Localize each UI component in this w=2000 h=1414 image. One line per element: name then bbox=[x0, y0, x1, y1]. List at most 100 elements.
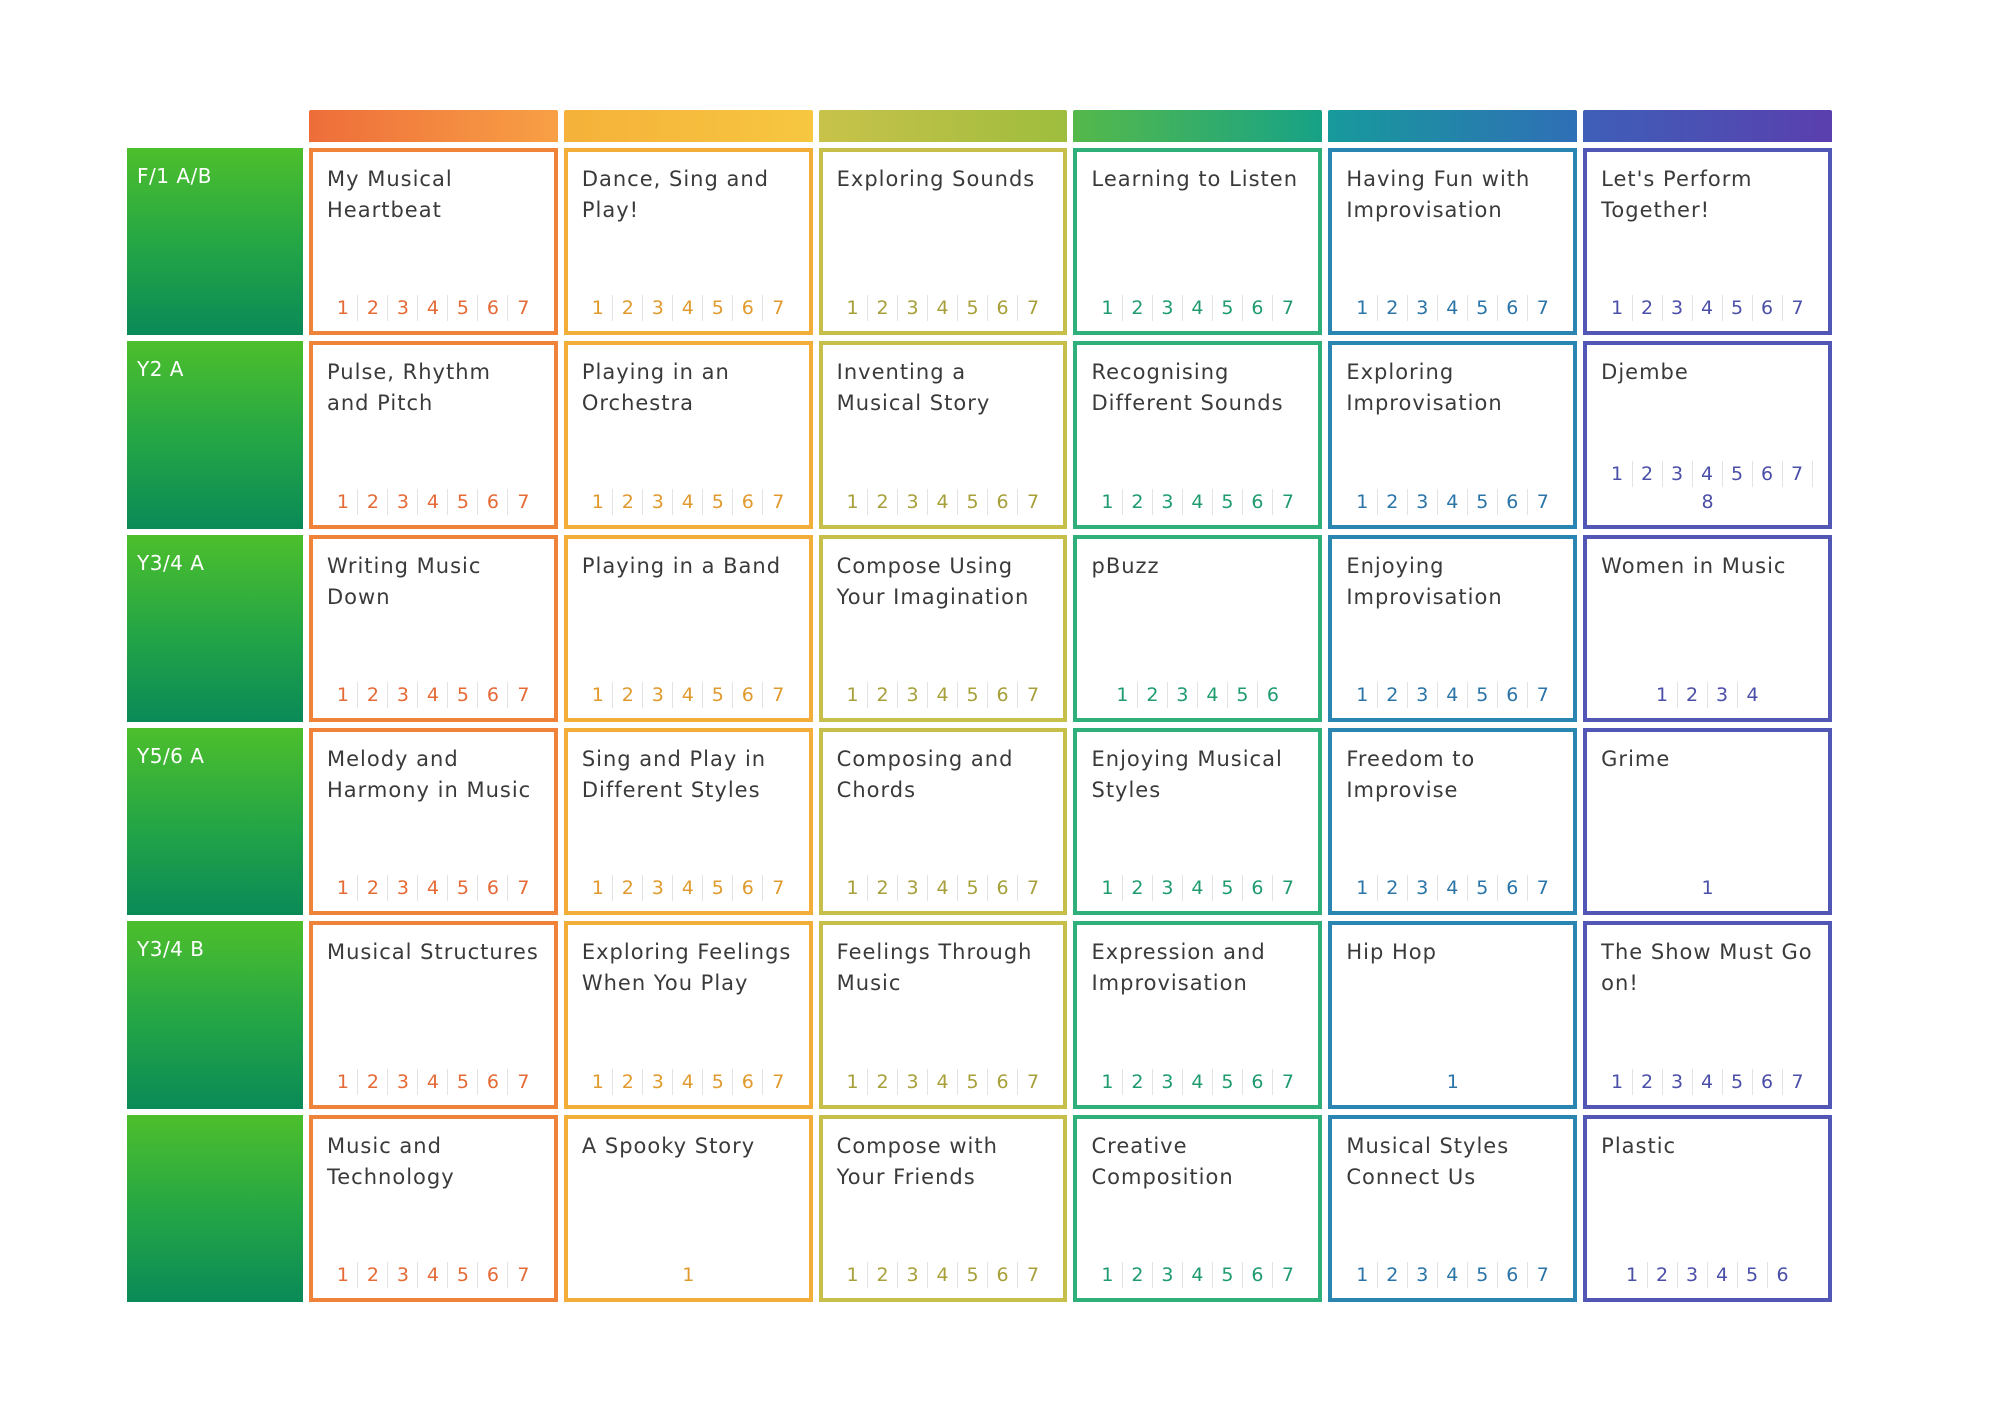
lesson-step[interactable]: 1 bbox=[328, 681, 359, 708]
lesson-step[interactable]: 6 bbox=[733, 1068, 764, 1095]
lesson-step[interactable]: 5 bbox=[703, 681, 734, 708]
lesson-step[interactable]: 4 bbox=[1438, 488, 1468, 515]
lesson-step[interactable]: 2 bbox=[1648, 1261, 1678, 1288]
lesson-step[interactable]: 1 bbox=[328, 1068, 359, 1095]
lesson-step[interactable]: 4 bbox=[673, 295, 704, 322]
unit-card[interactable]: Feelings Through Music 1 2 3 4 5 6 7 bbox=[818, 921, 1068, 1109]
lesson-step[interactable]: 7 bbox=[517, 1070, 530, 1093]
lesson-step[interactable]: 4 bbox=[1438, 1261, 1468, 1288]
lesson-step[interactable]: 1 bbox=[838, 488, 869, 515]
lesson-step[interactable]: 5 bbox=[1468, 681, 1498, 708]
lesson-step[interactable]: 3 bbox=[898, 1261, 929, 1288]
lesson-step[interactable]: 2 bbox=[613, 1068, 644, 1095]
unit-card[interactable]: Sing and Play in Different Styles 1 2 3 4 5 6 7 bbox=[563, 727, 813, 916]
unit-card[interactable]: Women in Music 1 2 3 4 bbox=[1583, 534, 1832, 722]
lesson-step[interactable]: 6 bbox=[988, 295, 1019, 322]
lesson-step[interactable]: 1 bbox=[1093, 1068, 1123, 1095]
lesson-step[interactable]: 4 bbox=[418, 875, 449, 902]
lesson-step[interactable]: 6 bbox=[1243, 1068, 1273, 1095]
lesson-step[interactable]: 1 bbox=[583, 681, 614, 708]
lesson-step[interactable]: 3 bbox=[388, 1261, 419, 1288]
unit-card[interactable]: Dance, Sing and Play! 1 2 3 4 5 6 7 bbox=[563, 148, 813, 336]
lesson-step[interactable]: 3 bbox=[1408, 681, 1438, 708]
lesson-step[interactable]: 6 bbox=[478, 1068, 509, 1095]
lesson-step[interactable]: 7 bbox=[1027, 297, 1040, 320]
lesson-step[interactable]: 6 bbox=[478, 875, 509, 902]
unit-card[interactable]: Compose with Your Friends 1 2 3 4 5 6 7 bbox=[818, 1114, 1068, 1302]
lesson-step[interactable]: 6 bbox=[988, 1261, 1019, 1288]
lesson-step[interactable]: 7 bbox=[772, 1070, 785, 1093]
lesson-step[interactable]: 1 bbox=[838, 681, 869, 708]
lesson-step[interactable]: 5 bbox=[703, 875, 734, 902]
lesson-step[interactable]: 1 bbox=[328, 295, 359, 322]
unit-card[interactable]: Enjoying Improvisation 1 2 3 4 5 6 7 bbox=[1328, 534, 1578, 722]
lesson-step[interactable]: 6 bbox=[1243, 295, 1273, 322]
lesson-step[interactable]: 4 bbox=[1183, 488, 1213, 515]
lesson-step[interactable]: 5 bbox=[448, 875, 479, 902]
lesson-step[interactable]: 7 bbox=[517, 490, 530, 513]
lesson-step[interactable]: 1 bbox=[583, 875, 614, 902]
lesson-step[interactable]: 1 bbox=[1093, 295, 1123, 322]
lesson-step[interactable]: 1 bbox=[1108, 681, 1138, 708]
lesson-step[interactable]: 1 bbox=[328, 488, 359, 515]
lesson-step[interactable]: 3 bbox=[898, 681, 929, 708]
lesson-step[interactable]: 3 bbox=[1408, 1261, 1438, 1288]
lesson-step[interactable]: 4 bbox=[418, 1068, 449, 1095]
lesson-step[interactable]: 2 bbox=[1633, 1068, 1663, 1095]
lesson-step[interactable]: 6 bbox=[988, 488, 1019, 515]
unit-card[interactable]: Enjoying Musical Styles 1 2 3 4 5 6 7 bbox=[1073, 727, 1323, 916]
lesson-step[interactable]: 5 bbox=[703, 295, 734, 322]
lesson-step[interactable]: 4 bbox=[928, 681, 959, 708]
lesson-step[interactable]: 5 bbox=[1213, 1261, 1243, 1288]
lesson-step[interactable]: 2 bbox=[358, 1068, 389, 1095]
lesson-step[interactable]: 3 bbox=[643, 1068, 674, 1095]
lesson-step[interactable]: 7 bbox=[517, 297, 530, 320]
lesson-step[interactable]: 3 bbox=[1408, 488, 1438, 515]
lesson-step[interactable]: 2 bbox=[1633, 460, 1663, 487]
lesson-step[interactable]: 3 bbox=[643, 875, 674, 902]
lesson-step[interactable]: 7 bbox=[772, 490, 785, 513]
unit-card[interactable]: Music and Technology 1 2 3 4 5 6 7 bbox=[309, 1114, 558, 1302]
lesson-step[interactable]: 4 bbox=[1693, 460, 1723, 487]
lesson-step[interactable]: 5 bbox=[703, 1068, 734, 1095]
lesson-step[interactable]: 3 bbox=[1153, 1261, 1183, 1288]
lesson-step[interactable]: 1 bbox=[838, 295, 869, 322]
lesson-step[interactable]: 2 bbox=[613, 295, 644, 322]
lesson-step[interactable]: 6 bbox=[1498, 488, 1528, 515]
lesson-step[interactable]: 6 bbox=[478, 681, 509, 708]
lesson-step[interactable]: 2 bbox=[1378, 488, 1408, 515]
lesson-step[interactable]: 6 bbox=[733, 295, 764, 322]
lesson-step[interactable]: 4 bbox=[928, 875, 959, 902]
lesson-step[interactable]: 7 bbox=[1536, 490, 1549, 513]
lesson-step[interactable]: 1 bbox=[1701, 877, 1714, 900]
lesson-step[interactable]: 5 bbox=[1468, 1261, 1498, 1288]
lesson-step[interactable]: 6 bbox=[1753, 460, 1783, 487]
lesson-step[interactable]: 7 bbox=[1536, 877, 1549, 900]
unit-card[interactable]: Playing in a Band 1 2 3 4 5 6 7 bbox=[563, 534, 813, 722]
lesson-step[interactable]: 6 bbox=[478, 295, 509, 322]
lesson-step[interactable]: 5 bbox=[448, 681, 479, 708]
lesson-step[interactable]: 2 bbox=[1378, 681, 1408, 708]
lesson-step[interactable]: 7 bbox=[1791, 1070, 1804, 1093]
unit-card[interactable]: Musical Structures 1 2 3 4 5 6 7 bbox=[309, 921, 558, 1109]
lesson-step[interactable]: 7 bbox=[1536, 1263, 1549, 1286]
lesson-step[interactable]: 4 bbox=[928, 1261, 959, 1288]
lesson-step[interactable]: 1 bbox=[682, 1263, 695, 1286]
lesson-step[interactable]: 3 bbox=[643, 681, 674, 708]
lesson-step[interactable]: 3 bbox=[388, 1068, 419, 1095]
lesson-step[interactable]: 3 bbox=[1153, 1068, 1183, 1095]
lesson-step[interactable]: 1 bbox=[1348, 295, 1378, 322]
lesson-step[interactable]: 7 bbox=[517, 683, 530, 706]
lesson-step[interactable]: 2 bbox=[1378, 295, 1408, 322]
lesson-step[interactable]: 2 bbox=[358, 488, 389, 515]
lesson-step[interactable]: 3 bbox=[1663, 295, 1693, 322]
lesson-step[interactable]: 6 bbox=[988, 875, 1019, 902]
lesson-step[interactable]: 5 bbox=[1213, 488, 1243, 515]
unit-card[interactable]: My Musical Heartbeat 1 2 3 4 5 6 7 bbox=[309, 148, 558, 336]
lesson-step[interactable]: 7 bbox=[1027, 877, 1040, 900]
lesson-step[interactable]: 1 bbox=[583, 295, 614, 322]
lesson-step[interactable]: 3 bbox=[643, 295, 674, 322]
unit-card[interactable]: Expression and Improvisation 1 2 3 4 5 6 7 bbox=[1073, 921, 1323, 1109]
lesson-step[interactable]: 1 bbox=[1348, 488, 1378, 515]
lesson-step[interactable]: 7 bbox=[1536, 297, 1549, 320]
